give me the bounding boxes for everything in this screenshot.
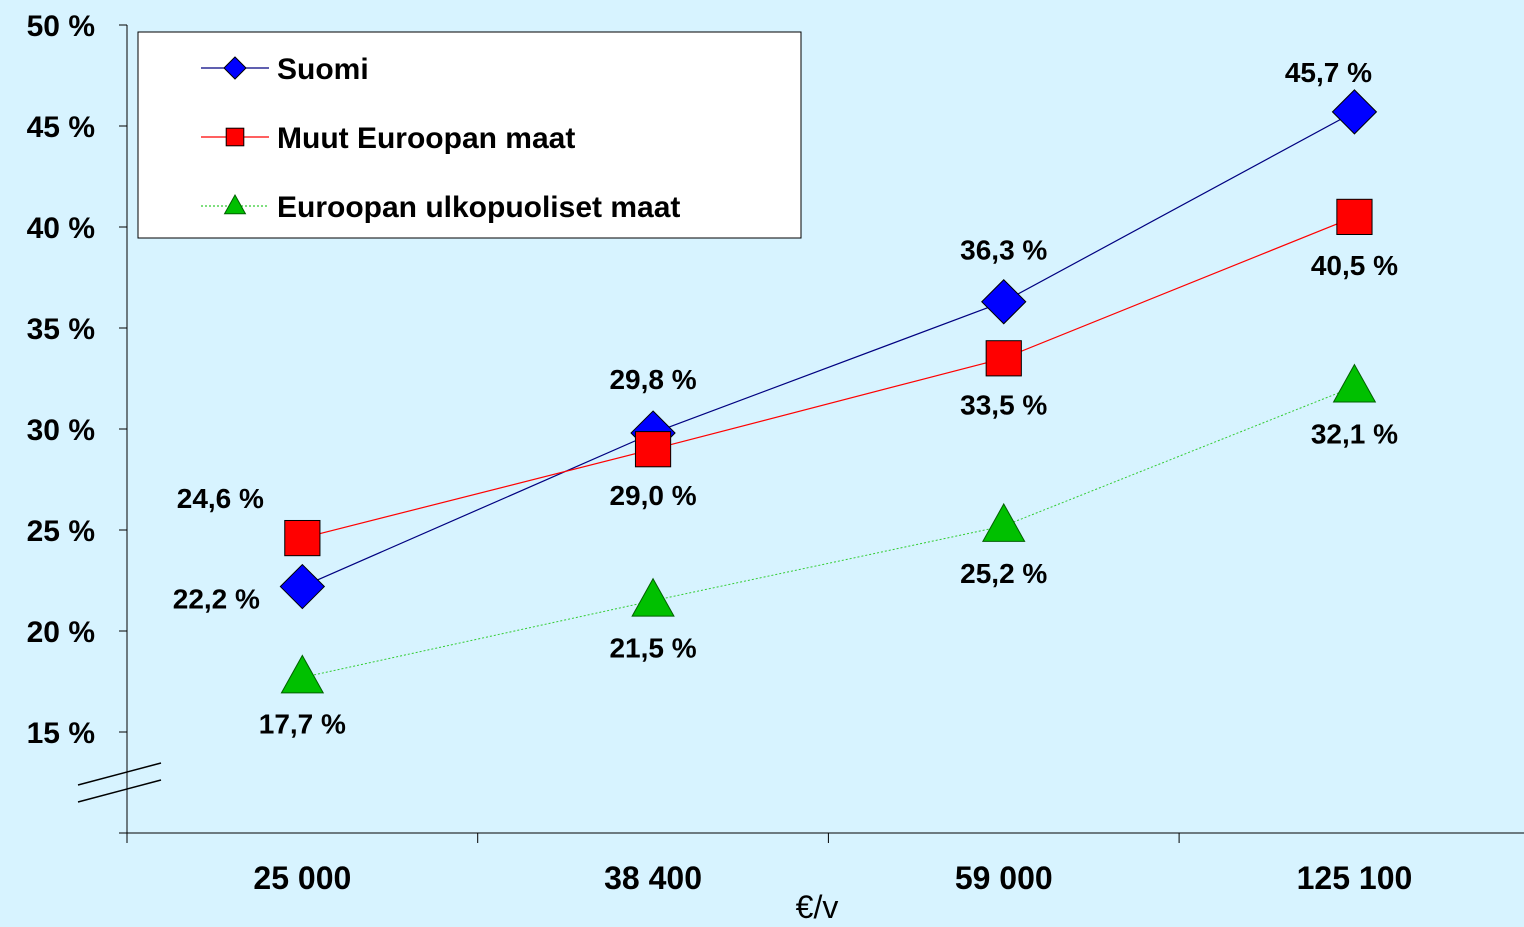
- series-layer: [279, 89, 1378, 694]
- data-point: [1332, 363, 1377, 403]
- series-line-2: [302, 386, 1355, 678]
- data-point: [284, 519, 321, 557]
- legend-marker: [225, 127, 245, 147]
- data-point: [631, 577, 675, 617]
- x-tick-label: 125 100: [1297, 860, 1413, 896]
- legend: Suomi Muut Euroopan maat Euroopan ulkopuol…: [137, 31, 802, 239]
- legend-marker: [223, 56, 247, 80]
- data-point: [634, 431, 672, 468]
- x-tick-label: 38 400: [604, 860, 702, 896]
- data-label: 21,5 %: [609, 633, 696, 664]
- x-tick-label: 59 000: [955, 860, 1053, 896]
- legend-label: Suomi: [277, 53, 369, 86]
- data-labels: 22,2 % 29,8 % 36,3 % 45,7 % 24,6 % 29,0 % 33,5…: [173, 57, 1398, 740]
- data-label: 45,7 %: [1285, 57, 1372, 88]
- data-label: 25,2 %: [960, 558, 1047, 589]
- data-label: 29,8 %: [609, 364, 696, 395]
- data-point: [981, 502, 1026, 542]
- data-label: 17,7 %: [259, 708, 346, 739]
- axis-break-mark: [77, 762, 162, 786]
- data-point: [280, 654, 325, 694]
- y-tick-label: 15 %: [27, 717, 95, 750]
- axes: 15 % 20 % 25 % 30 % 35 % 40 % 45 % 50 % 25 000 38…: [27, 10, 1524, 925]
- y-tick-label: 40 %: [27, 212, 95, 245]
- y-tick-label: 30 %: [27, 414, 95, 447]
- data-point: [985, 340, 1022, 377]
- legend-label: Muut Euroopan maat: [277, 122, 575, 155]
- y-tick-label: 45 %: [27, 111, 95, 144]
- y-tick-label: 25 %: [27, 515, 95, 548]
- data-label: 22,2 %: [173, 584, 260, 615]
- x-tick-label: 25 000: [253, 860, 351, 896]
- data-label: 32,1 %: [1311, 419, 1398, 450]
- data-label: 24,6 %: [177, 483, 264, 514]
- data-point: [279, 563, 326, 610]
- x-axis-title: €/v: [796, 889, 839, 922]
- series-line-0: [302, 111, 1355, 588]
- data-point: [1331, 89, 1378, 135]
- data-label: 36,3 %: [960, 235, 1047, 266]
- y-tick-label: 35 %: [27, 313, 95, 346]
- series-line-1: [302, 216, 1355, 539]
- y-tick-label: 20 %: [27, 616, 95, 649]
- legend-label: Euroopan ulkopuoliset maat: [277, 191, 680, 224]
- legend-marker: [223, 193, 247, 215]
- data-point: [1336, 198, 1373, 236]
- legend-box: [137, 31, 802, 239]
- data-label: 40,5 %: [1311, 250, 1398, 281]
- data-label: 29,0 %: [609, 480, 696, 511]
- data-point: [981, 279, 1027, 325]
- data-label: 33,5 %: [960, 389, 1047, 420]
- y-tick-label: 50 %: [27, 10, 95, 43]
- axis-break-mark: [77, 779, 162, 803]
